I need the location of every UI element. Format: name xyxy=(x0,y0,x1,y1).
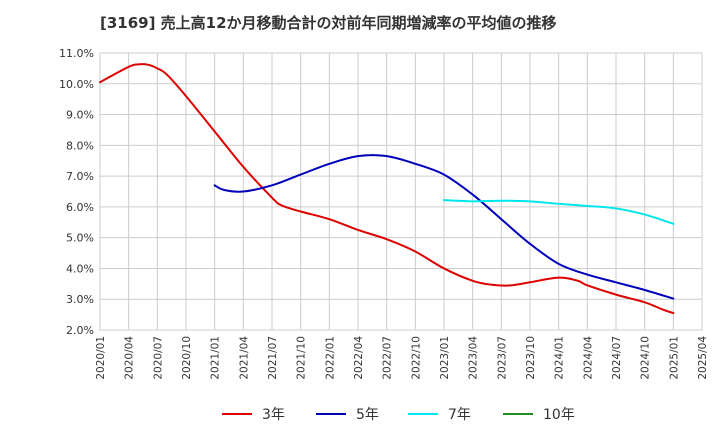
x-tick-label: 2025/01 xyxy=(668,336,680,380)
series-layer xyxy=(99,63,675,315)
chart-title: [3169] 売上高12か月移動合計の対前年同期増減率の平均値の推移 xyxy=(100,14,557,32)
x-tick-label: 2023/04 xyxy=(468,336,480,380)
x-tick-label: 2023/01 xyxy=(439,336,451,380)
x-tick-label: 2022/04 xyxy=(353,336,365,380)
legend-label-2: 5年 xyxy=(356,407,379,423)
y-tick-label: 8.0% xyxy=(66,139,94,152)
x-tick-label: 2021/04 xyxy=(238,336,250,380)
series-line-2 xyxy=(213,154,675,300)
x-tick-label: 2021/01 xyxy=(210,336,222,380)
series-line-1 xyxy=(99,63,675,315)
x-tick-label: 2020/10 xyxy=(181,336,193,380)
x-tick-label: 2024/01 xyxy=(554,336,566,380)
plot-area xyxy=(99,52,703,331)
x-tick-label: 2020/04 xyxy=(124,336,136,380)
x-tick-label: 2025/04 xyxy=(697,336,709,380)
x-tick-label: 2024/07 xyxy=(611,336,623,380)
x-tick-label: 2020/01 xyxy=(95,336,107,380)
x-tick-label: 2022/10 xyxy=(410,336,422,380)
y-tick-label: 4.0% xyxy=(66,262,94,275)
x-tick-label: 2024/10 xyxy=(640,336,652,380)
y-tick-label: 6.0% xyxy=(66,201,94,214)
x-tick-label: 2022/01 xyxy=(324,336,336,380)
x-tick-label: 2020/07 xyxy=(152,336,164,380)
x-tick-label: 2021/07 xyxy=(267,336,279,380)
x-tick-label: 2023/07 xyxy=(496,336,508,380)
x-tick-label: 2024/04 xyxy=(582,336,594,380)
x-tick-label: 2021/10 xyxy=(296,336,308,380)
y-tick-label: 7.0% xyxy=(66,170,94,183)
y-tick-label: 5.0% xyxy=(66,232,94,245)
y-tick-label: 9.0% xyxy=(66,109,94,122)
legend-label-1: 3年 xyxy=(262,407,285,423)
x-tick-label: 2023/10 xyxy=(525,336,537,380)
y-tick-label: 10.0% xyxy=(59,78,94,91)
x-tick-label: 2022/07 xyxy=(382,336,394,380)
grid-layer xyxy=(99,52,703,331)
legend-label-3: 7年 xyxy=(448,407,471,423)
legend: 3年 5年 7年 10年 xyxy=(222,407,575,423)
axis-layer: 11.0% 10.0% 9.0% 8.0% 7.0% 6.0% 5.0% 4.0% 3.0% 2.… xyxy=(59,47,709,380)
y-tick-label: 2.0% xyxy=(66,324,94,337)
y-tick-label: 3.0% xyxy=(66,293,94,306)
series-line-3 xyxy=(443,199,675,225)
legend-label-4: 10年 xyxy=(543,407,575,423)
y-tick-label: 11.0% xyxy=(59,47,94,60)
